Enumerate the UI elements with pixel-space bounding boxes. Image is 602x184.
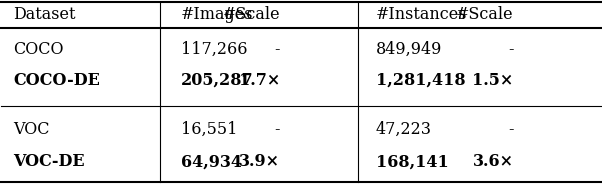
Text: -: - bbox=[508, 41, 514, 58]
Text: 117,266: 117,266 bbox=[181, 41, 247, 58]
Text: COCO: COCO bbox=[13, 41, 64, 58]
Text: #Scale: #Scale bbox=[222, 6, 280, 24]
Text: 849,949: 849,949 bbox=[376, 41, 442, 58]
Text: 16,551: 16,551 bbox=[181, 121, 238, 138]
Text: 1.5×: 1.5× bbox=[473, 72, 514, 89]
Text: 64,934: 64,934 bbox=[181, 153, 242, 170]
Text: VOC: VOC bbox=[13, 121, 50, 138]
Text: 47,223: 47,223 bbox=[376, 121, 432, 138]
Text: COCO-DE: COCO-DE bbox=[13, 72, 101, 89]
Text: 3.6×: 3.6× bbox=[473, 153, 514, 170]
Text: 1,281,418: 1,281,418 bbox=[376, 72, 465, 89]
Text: 205,287: 205,287 bbox=[181, 72, 254, 89]
Text: VOC-DE: VOC-DE bbox=[13, 153, 85, 170]
Text: -: - bbox=[508, 121, 514, 138]
Text: 168,141: 168,141 bbox=[376, 153, 448, 170]
Text: 3.9×: 3.9× bbox=[239, 153, 280, 170]
Text: 1.7×: 1.7× bbox=[239, 72, 280, 89]
Text: -: - bbox=[275, 41, 280, 58]
Text: -: - bbox=[275, 121, 280, 138]
Text: Dataset: Dataset bbox=[13, 6, 76, 24]
Text: #Images: #Images bbox=[181, 6, 253, 24]
Text: #Scale: #Scale bbox=[456, 6, 514, 24]
Text: #Instances: #Instances bbox=[376, 6, 467, 24]
